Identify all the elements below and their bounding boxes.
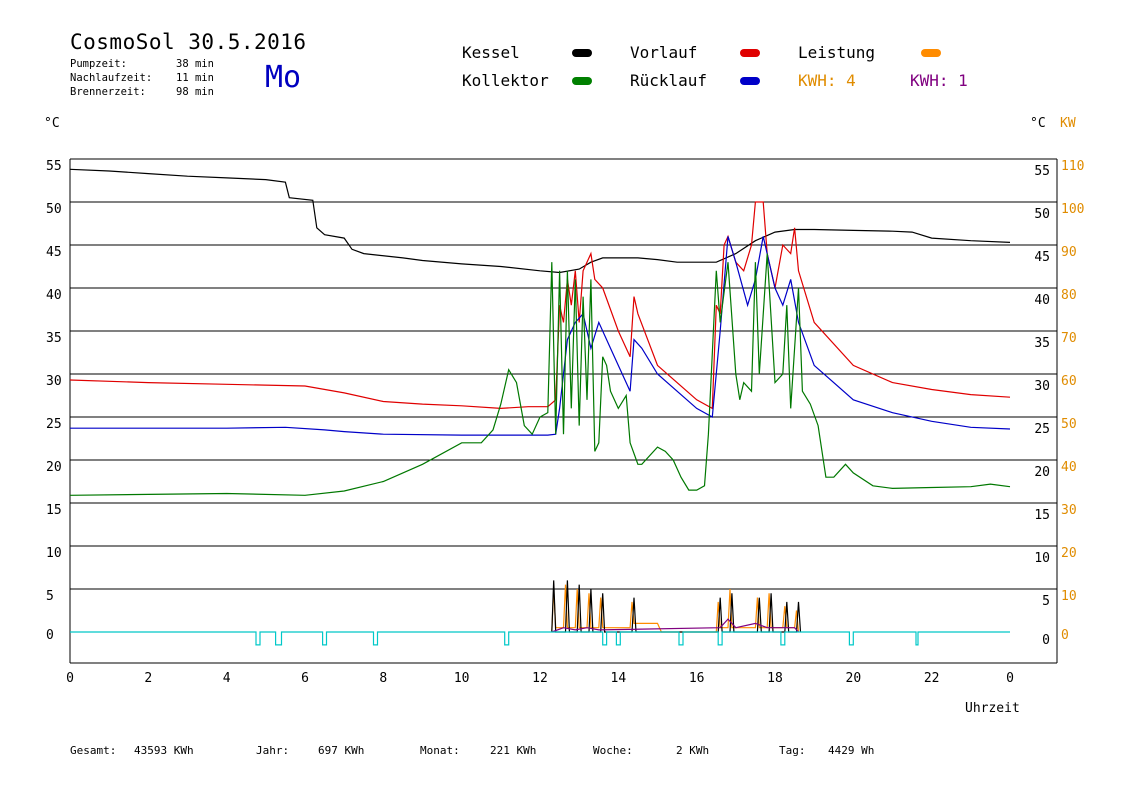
y2-tick-label: 0 xyxy=(1061,628,1069,643)
legend-vorlauf-swatch xyxy=(740,49,760,57)
legend-leistung: Leistung xyxy=(798,43,876,62)
right-axis-unit: °C xyxy=(1030,116,1046,131)
y-tick-label: 45 xyxy=(46,245,62,260)
y-right-tick-label: 15 xyxy=(1034,508,1050,523)
y2-tick-label: 20 xyxy=(1061,546,1077,561)
y2-tick-label: 60 xyxy=(1061,374,1077,389)
y2-tick-label: 90 xyxy=(1061,245,1077,260)
y-tick-label: 10 xyxy=(46,546,62,561)
stat-label-2: Brennerzeit: xyxy=(70,86,146,98)
y-tick-label: 40 xyxy=(46,288,62,303)
footer-woche-value: 2 KWh xyxy=(676,744,710,757)
legend-kollektor-swatch xyxy=(572,77,592,85)
x-tick-label: 18 xyxy=(767,671,783,686)
y-right-tick-label: 45 xyxy=(1034,250,1050,265)
y-right-tick-label: 0 xyxy=(1042,633,1050,648)
series-brenner xyxy=(551,580,802,633)
x-tick-label: 10 xyxy=(454,671,470,686)
x-tick-label: 2 xyxy=(144,671,152,686)
series-kollektor xyxy=(69,253,1011,496)
x-tick-label: 14 xyxy=(611,671,627,686)
y-tick-label: 15 xyxy=(46,503,62,518)
y2-tick-label: 110 xyxy=(1061,159,1084,174)
y-right-tick-label: 20 xyxy=(1034,465,1050,480)
y2-tick-label: 50 xyxy=(1061,417,1077,432)
y2-tick-label: 30 xyxy=(1061,503,1077,518)
y-tick-label: 35 xyxy=(46,331,62,346)
stat-label-1: Nachlaufzeit: xyxy=(70,72,153,84)
x-axis-label: Uhrzeit xyxy=(965,701,1020,716)
y-tick-label: 25 xyxy=(46,417,62,432)
legend-kwh-2: KWH: 1 xyxy=(910,71,968,90)
footer-gesamt-value: 43593 KWh xyxy=(134,744,194,757)
chart-title: CosmoSol 30.5.2016 xyxy=(70,30,307,54)
y-right-tick-label: 25 xyxy=(1034,422,1050,437)
footer-monat-value: 221 KWh xyxy=(490,744,537,757)
y-tick-label: 5 xyxy=(46,589,54,604)
y2-tick-label: 100 xyxy=(1061,202,1084,217)
weekday-label: Mo xyxy=(265,60,302,95)
footer-jahr-value: 697 KWh xyxy=(318,744,365,757)
series-vorlauf xyxy=(69,201,1011,410)
right-axis-unit-kw: KW xyxy=(1060,116,1076,131)
y-right-tick-label: 5 xyxy=(1042,594,1050,609)
legend-vorlauf: Vorlauf xyxy=(630,43,698,62)
y-tick-label: 30 xyxy=(46,374,62,389)
footer-jahr-label: Jahr: xyxy=(256,744,290,757)
y-right-tick-label: 40 xyxy=(1034,293,1050,308)
series-leistung xyxy=(551,584,800,633)
series-r-cklauf xyxy=(70,236,1011,436)
x-tick-label: 4 xyxy=(223,671,231,686)
footer-tag-value: 4429 Wh xyxy=(828,744,875,757)
y-right-tick-label: 10 xyxy=(1034,551,1050,566)
y2-tick-label: 80 xyxy=(1061,288,1077,303)
legend-ruecklauf-swatch xyxy=(740,77,760,85)
legend-kwh-1: KWH: 4 xyxy=(798,71,856,90)
legend-kessel-swatch xyxy=(572,49,592,57)
x-tick-label: 12 xyxy=(532,671,548,686)
x-tick-label: 0 xyxy=(1006,671,1014,686)
x-tick-label: 22 xyxy=(924,671,940,686)
y-tick-label: 50 xyxy=(46,202,62,217)
x-tick-label: 8 xyxy=(379,671,387,686)
series-leistung2 xyxy=(551,618,799,633)
legend-leistung-swatch xyxy=(921,49,941,57)
y-tick-label: 55 xyxy=(46,159,62,174)
legend-kollektor: Kollektor xyxy=(462,71,549,90)
series-pumpe xyxy=(70,631,1010,646)
stat-value-2: 98 min xyxy=(176,86,214,98)
legend-ruecklauf: Rücklauf xyxy=(630,71,708,90)
stat-value-0: 38 min xyxy=(176,58,214,70)
stat-label-0: Pumpzeit: xyxy=(70,58,127,70)
stat-value-1: 11 min xyxy=(176,72,214,84)
footer-monat-label: Monat: xyxy=(420,744,460,757)
y-right-tick-label: 35 xyxy=(1034,336,1050,351)
y-tick-label: 0 xyxy=(46,628,54,643)
left-axis-unit: °C xyxy=(44,116,60,131)
y-tick-label: 20 xyxy=(46,460,62,475)
x-tick-label: 16 xyxy=(689,671,705,686)
x-tick-label: 0 xyxy=(66,671,74,686)
x-tick-label: 20 xyxy=(846,671,862,686)
footer-tag-label: Tag: xyxy=(779,744,806,757)
legend-kessel: Kessel xyxy=(462,43,520,62)
y2-tick-label: 40 xyxy=(1061,460,1077,475)
x-tick-label: 6 xyxy=(301,671,309,686)
footer-gesamt-label: Gesamt: xyxy=(70,744,117,757)
series-kessel xyxy=(69,168,1011,274)
y2-tick-label: 10 xyxy=(1061,589,1077,604)
y-right-tick-label: 50 xyxy=(1034,207,1050,222)
y-right-tick-label: 30 xyxy=(1034,379,1050,394)
y-right-tick-label: 55 xyxy=(1034,164,1050,179)
y2-tick-label: 70 xyxy=(1061,331,1077,346)
footer-woche-label: Woche: xyxy=(593,744,633,757)
